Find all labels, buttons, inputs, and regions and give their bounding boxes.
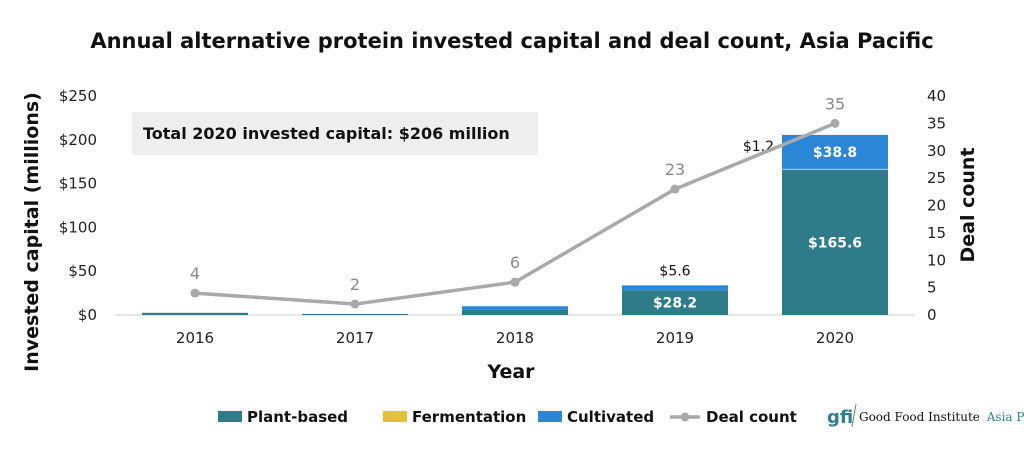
bar-plant-based-2017: [302, 313, 408, 315]
y2-tick-label: 0: [927, 306, 937, 324]
bar-plant-based-2018: [462, 309, 568, 315]
y-tick-label: $0: [78, 306, 97, 324]
data-label-cultivated-2019: $5.6: [659, 263, 690, 279]
logo-name: Good Food Institute Asia Pacific.: [859, 410, 1024, 424]
deal-count-label-2019: 23: [665, 160, 685, 179]
y2-tick-label: 30: [927, 142, 946, 160]
x-tick-label: 2018: [496, 329, 534, 347]
deal-count-label-2018: 6: [510, 253, 520, 272]
deal-count-label-2017: 2: [350, 275, 360, 294]
bar-fermentation-2020: [782, 168, 888, 170]
x-tick-label: 2020: [816, 329, 854, 347]
deal-count-label-2020: 35: [825, 94, 845, 113]
annotation-text: Total 2020 invested capital: $206 millio…: [143, 124, 510, 143]
bar-cultivated-2020: [782, 134, 888, 169]
deal-count-point-2019: [670, 184, 680, 194]
legend: Plant-based Fermentation Cultivated Deal co…: [218, 408, 797, 426]
gfi-logo: gfi Good Food Institute Asia Pacific.: [827, 403, 1024, 428]
data-label-cultivated-2020: $38.8: [813, 145, 857, 161]
deal-count-point-2020: [830, 118, 840, 128]
y-tick-label: $50: [68, 262, 97, 280]
x-tick-label: 2017: [336, 329, 374, 347]
legend-swatch-fermentation: [383, 411, 407, 422]
y-tick-label: $200: [59, 131, 97, 149]
y-axis-left: $0 $50 $100 $150 $200 $250: [59, 87, 97, 324]
bar-plant-based-2019: [622, 290, 728, 315]
deal-count-label-2016: 4: [190, 264, 200, 283]
legend-swatch-cultivated: [538, 411, 562, 422]
gfi-logo-mark: gfi: [827, 407, 853, 428]
bar-plant-based-2016: [142, 312, 248, 315]
y-axis-title: Invested capital (millions): [21, 92, 43, 372]
legend-label-fermentation: Fermentation: [412, 408, 526, 426]
deal-count-line-group: 4 2 6 23 35: [190, 94, 845, 309]
bar-plant-based-2020: [782, 169, 888, 315]
y2-tick-label: 15: [927, 224, 946, 242]
y-axis-right: 0 5 10 15 20 25 30 35 40: [927, 87, 946, 324]
data-label-fermentation-2020: $1.2: [743, 139, 774, 155]
y2-axis-title: Deal count: [957, 147, 979, 262]
x-tick-label: 2016: [176, 329, 214, 347]
annotation-box: [132, 112, 538, 155]
logo-divider: [851, 403, 857, 428]
y2-tick-label: 20: [927, 197, 946, 215]
y-tick-label: $250: [59, 87, 97, 105]
y2-tick-label: 5: [927, 279, 937, 297]
legend-label-deal-count: Deal count: [706, 408, 797, 426]
x-axis-title: Year: [486, 361, 535, 383]
data-label-plant-based-2019: $28.2: [653, 296, 697, 312]
bar-cultivated-2018: [462, 306, 568, 310]
y-tick-label: $100: [59, 218, 97, 236]
y2-tick-label: 35: [927, 114, 946, 132]
legend-label-cultivated: Cultivated: [567, 408, 654, 426]
bar-cultivated-2019: [622, 285, 728, 291]
y2-tick-label: 40: [927, 87, 946, 105]
y2-tick-label: 10: [927, 251, 946, 269]
bar-group: [115, 134, 915, 316]
legend-label-plant-based: Plant-based: [247, 408, 348, 426]
data-label-plant-based-2020: $165.6: [808, 235, 862, 251]
deal-count-point-2017: [350, 299, 360, 309]
chart-title: Annual alternative protein invested capi…: [90, 29, 933, 53]
x-tick-label: 2019: [656, 329, 694, 347]
y2-tick-label: 25: [927, 169, 946, 187]
x-axis: 2016 2017 2018 2019 2020: [176, 329, 854, 347]
deal-count-point-2018: [510, 277, 520, 287]
legend-marker-deal-count: [680, 412, 690, 422]
deal-count-point-2016: [190, 288, 200, 298]
y-tick-label: $150: [59, 175, 97, 193]
legend-swatch-plant-based: [218, 411, 242, 422]
